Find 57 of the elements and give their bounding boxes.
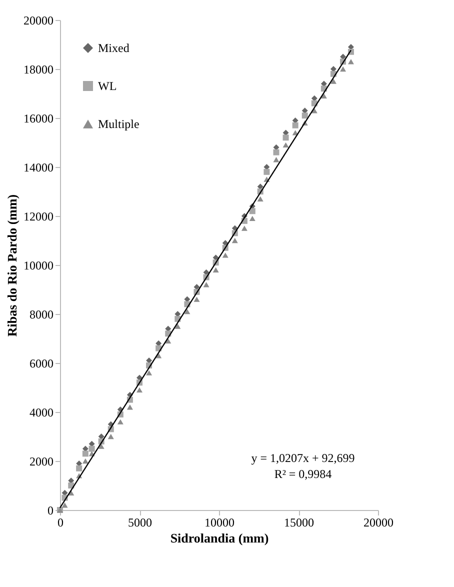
legend-label: WL xyxy=(98,79,117,93)
y-tick-label: 20000 xyxy=(24,14,54,28)
x-tick-label: 10000 xyxy=(204,516,234,530)
y-tick-label: 18000 xyxy=(24,62,54,76)
x-tick-label: 5000 xyxy=(128,516,152,530)
point xyxy=(330,78,336,84)
x-tick-label: 20000 xyxy=(364,516,394,530)
point xyxy=(302,112,308,119)
point xyxy=(108,434,114,440)
annotation: R² = 0,9984 xyxy=(274,467,332,481)
y-tick-label: 2000 xyxy=(30,454,54,468)
point xyxy=(184,308,190,314)
point xyxy=(273,157,280,162)
point xyxy=(282,134,289,141)
point xyxy=(340,66,346,72)
point xyxy=(257,196,264,202)
point xyxy=(126,404,133,410)
x-tick-label: 15000 xyxy=(284,516,314,530)
point xyxy=(76,465,82,472)
point xyxy=(348,59,354,64)
point xyxy=(232,238,238,244)
point xyxy=(165,338,172,344)
point xyxy=(264,168,270,175)
point xyxy=(212,267,219,272)
legend-label: Multiple xyxy=(98,117,140,131)
point xyxy=(98,444,104,449)
point xyxy=(273,149,280,156)
y-tick-label: 10000 xyxy=(24,258,54,272)
y-axis-title: Ribas do Rio Pardo (mm) xyxy=(4,194,20,337)
point xyxy=(62,502,68,508)
point xyxy=(82,458,88,464)
point xyxy=(222,252,228,258)
x-tick-label: 0 xyxy=(58,516,64,530)
point xyxy=(174,324,181,329)
y-tick-label: 0 xyxy=(48,504,54,518)
x-axis-title: Sidrolandia (mm) xyxy=(170,530,269,546)
y-tick-label: 4000 xyxy=(30,406,54,420)
y-tick-label: 16000 xyxy=(24,112,54,126)
point xyxy=(136,387,142,393)
point xyxy=(320,93,327,99)
point xyxy=(282,142,289,148)
point xyxy=(249,216,256,222)
point xyxy=(249,208,256,214)
y-tick-label: 14000 xyxy=(24,160,54,174)
point xyxy=(88,446,95,452)
point xyxy=(292,122,298,128)
point xyxy=(146,370,152,376)
y-tick-label: 6000 xyxy=(30,356,54,370)
y-tick-label: 12000 xyxy=(24,210,54,224)
point xyxy=(241,226,248,231)
y-tick-label: 8000 xyxy=(30,308,54,322)
point xyxy=(194,296,200,302)
point xyxy=(203,282,210,288)
annotation: y = 1,0207x + 92,699 xyxy=(251,451,355,465)
legend-label: Mixed xyxy=(98,41,130,55)
point xyxy=(82,450,88,457)
point xyxy=(117,419,124,424)
